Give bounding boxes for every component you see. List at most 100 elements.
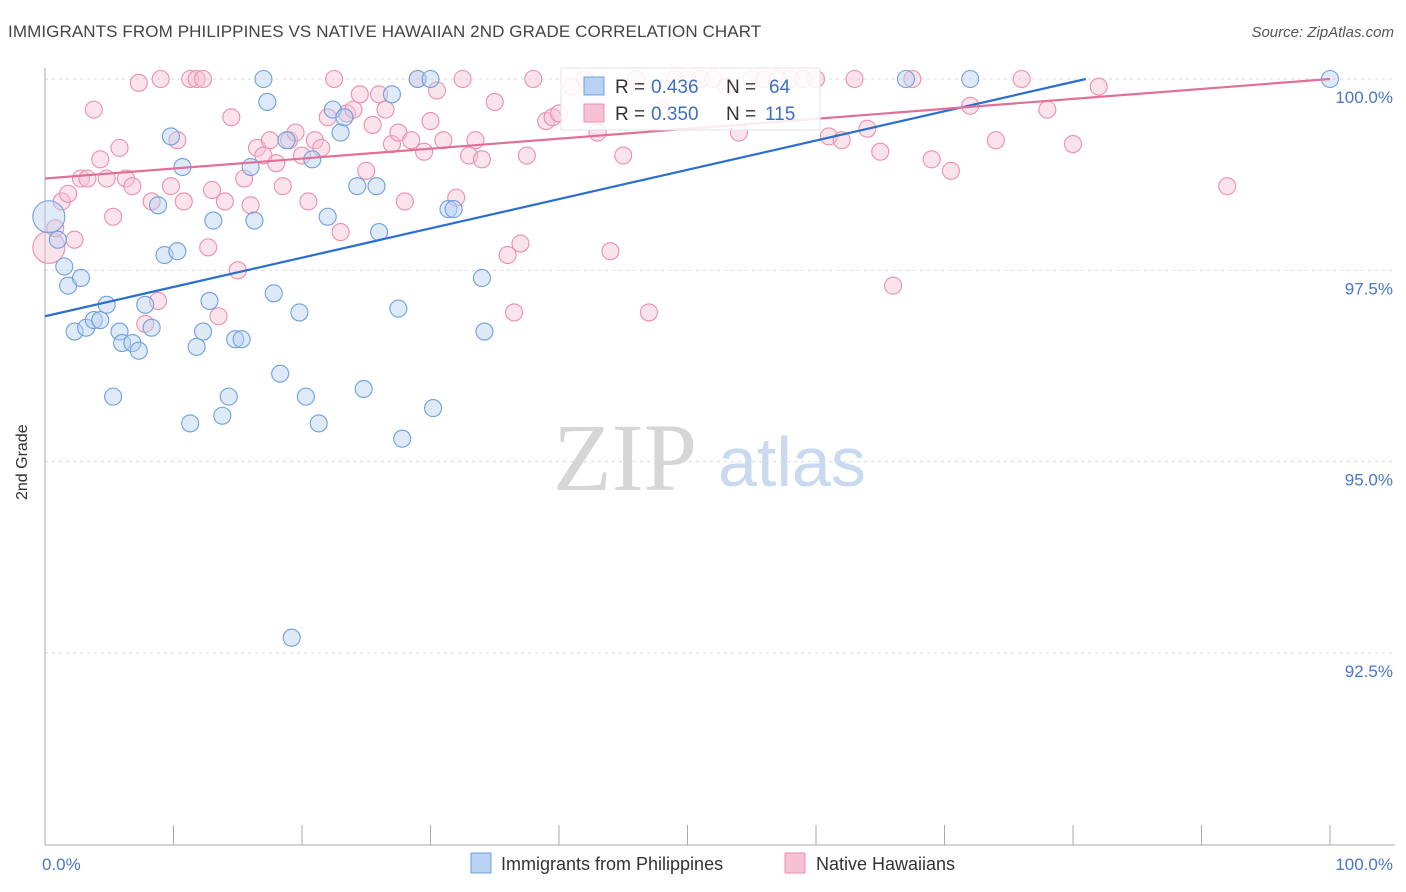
philippines-point-60 <box>475 322 494 341</box>
hawaiian-point-105 <box>941 161 960 180</box>
hawaiian-point-5 <box>71 169 91 188</box>
stats-box: R = 0.436 N = 64 R = 0.350 N = 115 <box>560 67 821 131</box>
philippines-point-57 <box>439 200 458 219</box>
hawaiian-point-56 <box>395 192 414 211</box>
philippines-point-11 <box>110 322 129 341</box>
philippines-point-25 <box>200 291 219 310</box>
stats-r-value-1: 0.436 <box>651 77 699 98</box>
stats-n-label-2: N = <box>726 104 756 125</box>
philippines-point-24 <box>194 322 213 341</box>
philippines-point-46 <box>335 108 354 127</box>
trendline-philippines <box>44 77 1087 318</box>
philippines-point-17 <box>149 196 168 215</box>
legend-swatch-hawaiians <box>784 852 806 874</box>
philippines-point-22 <box>181 414 200 433</box>
hawaiian-point-59 <box>415 142 434 161</box>
x-tick-label-left: 0.0% <box>42 855 81 874</box>
y-tick-labels: 100.0% 97.5% 95.0% 92.5% <box>1335 88 1393 681</box>
hawaiian-point-70 <box>504 303 524 322</box>
hawaiian-point-19 <box>161 177 180 196</box>
philippines-point-35 <box>264 284 283 303</box>
philippines-point-40 <box>296 387 315 406</box>
y-tick-label-0: 100.0% <box>1335 88 1393 107</box>
philippines-point-37 <box>277 131 296 150</box>
hawaiian-point-36 <box>267 154 286 173</box>
stats-r-label-1: R = <box>615 77 645 98</box>
hawaiian-point-111 <box>1089 77 1108 96</box>
hawaiian-point-14 <box>129 73 148 92</box>
hawaiian-point-23 <box>187 69 206 89</box>
hawaiian-point-12 <box>116 169 136 188</box>
stats-n-label-1: N = <box>726 77 756 98</box>
x-tick-label-right: 100.0% <box>1335 855 1393 874</box>
philippines-point-45 <box>331 123 350 142</box>
hawaiian-point-41 <box>299 192 318 211</box>
hawaiian-point-51 <box>363 115 382 134</box>
stats-swatch-blue <box>583 76 605 96</box>
hawaiian-point-57 <box>402 131 421 150</box>
philippines-point-61 <box>896 69 916 89</box>
hawaiian-point-110 <box>1063 135 1083 154</box>
chart-title: IMMIGRANTS FROM PHILIPPINES VS NATIVE HA… <box>8 22 762 41</box>
philippines-point-43 <box>318 207 337 226</box>
hawaiian-point-24 <box>194 69 213 89</box>
hawaiian-point-26 <box>203 180 222 200</box>
hawaiian-point-99 <box>845 69 864 89</box>
y-tick-label-3: 92.5% <box>1345 662 1393 681</box>
hawaiian-point-81 <box>614 146 633 165</box>
hawaiian-point-109 <box>1038 100 1057 119</box>
hawaiian-point-27 <box>209 307 228 326</box>
hawaiian-point-52 <box>370 85 389 104</box>
hawaiian-point-37 <box>273 177 292 196</box>
hawaiian-point-25 <box>199 238 218 257</box>
legend-label-philippines: Immigrants from Philippines <box>501 854 723 874</box>
philippines-point-27 <box>213 406 232 425</box>
hawaiian-point-50 <box>357 161 376 180</box>
philippines-point-0 <box>32 200 66 234</box>
hawaiian-point-13 <box>123 177 142 196</box>
hawaiian-point-69 <box>498 245 517 265</box>
hawaiian-point-80 <box>601 242 620 261</box>
hawaiian-point-71 <box>511 234 530 253</box>
hawaiian-point-61 <box>427 81 446 100</box>
hawaiian-point-32 <box>241 196 260 215</box>
hawaiian-point-83 <box>639 303 659 322</box>
philippines-point-29 <box>226 330 245 349</box>
hawaiian-point-72 <box>517 146 536 165</box>
philippines-point-38 <box>282 628 301 647</box>
hawaiian-point-10 <box>104 207 123 226</box>
philippines-point-56 <box>424 399 443 418</box>
philippines-point-10 <box>104 387 123 406</box>
philippines-point-33 <box>254 69 273 89</box>
philippines-point-54 <box>408 69 427 89</box>
stats-swatch-pink <box>583 103 605 123</box>
philippines-point-55 <box>421 69 440 89</box>
hawaiian-point-67 <box>472 150 491 169</box>
legend-label-hawaiians: Native Hawaiians <box>816 854 955 874</box>
hawaiian-point-22 <box>181 69 200 89</box>
watermark-atlas: atlas <box>718 423 866 501</box>
hawaiian-point-102 <box>884 276 903 295</box>
philippines-point-47 <box>348 177 367 196</box>
hawaiian-point-6 <box>78 169 97 188</box>
philippines-point-34 <box>258 92 277 112</box>
stats-n-value-1: 64 <box>769 77 791 98</box>
philippines-point-16 <box>142 318 161 337</box>
philippines-point-39 <box>290 303 309 322</box>
philippines-point-51 <box>382 85 402 104</box>
hawaiian-point-104 <box>922 150 941 169</box>
hawaiian-point-42 <box>305 131 324 150</box>
hawaiian-point-21 <box>174 192 193 211</box>
hawaiian-point-3 <box>59 184 78 203</box>
hawaiian-point-108 <box>1012 69 1031 89</box>
philippines-point-28 <box>219 387 238 406</box>
stats-r-label-2: R = <box>615 104 645 125</box>
hawaiian-point-64 <box>453 69 472 89</box>
hawaiian-point-11 <box>110 138 129 157</box>
philippines-point-20 <box>168 242 187 261</box>
philippines-point-13 <box>123 333 142 353</box>
philippines-point-30 <box>232 330 251 349</box>
philippines-point-49 <box>367 177 386 196</box>
axes <box>44 68 1395 846</box>
hawaiian-point-18 <box>151 69 170 89</box>
